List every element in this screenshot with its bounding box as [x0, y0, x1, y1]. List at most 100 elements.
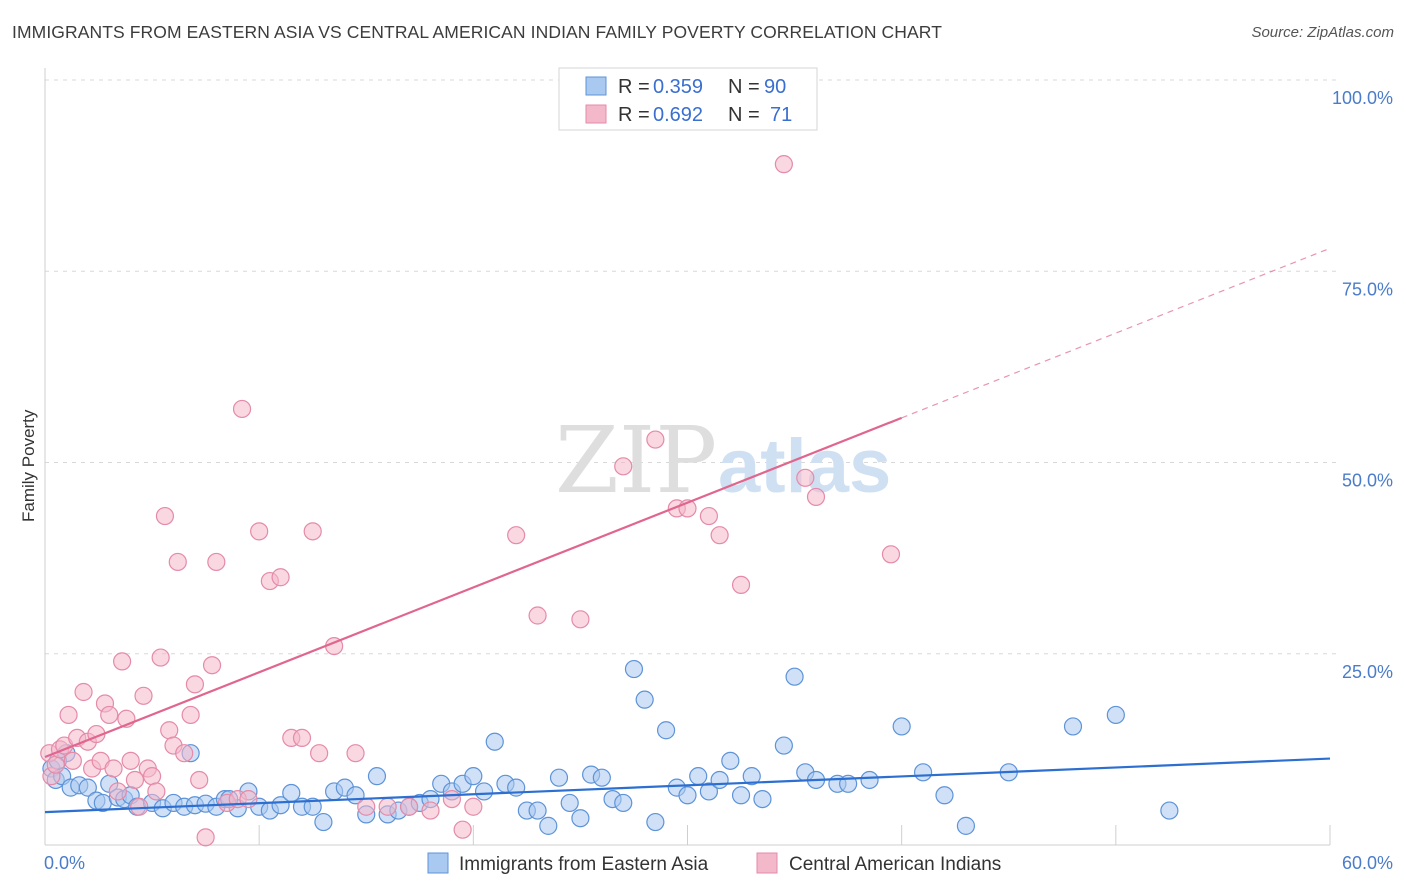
blue-point-84 — [1106, 705, 1125, 725]
pink-point-33 — [185, 675, 205, 694]
y-tick-label-0: 100.0% — [1332, 88, 1393, 108]
pink-point-25 — [147, 782, 166, 801]
pink-point-42 — [250, 522, 269, 541]
legend-n-value-1: 90 — [764, 76, 786, 98]
pink-point-24 — [142, 767, 162, 786]
series-immigrants-eastern-asia — [42, 659, 1179, 835]
blue-point-45 — [485, 732, 504, 751]
pink-point-58 — [507, 526, 526, 545]
pink-point-52 — [378, 797, 397, 816]
pink-point-22 — [134, 686, 153, 705]
blue-point-61 — [656, 721, 676, 740]
blue-point-34 — [367, 767, 387, 786]
pink-point-30 — [168, 552, 187, 572]
x-tick-label-max: 60.0% — [1342, 853, 1393, 873]
pink-point-40 — [232, 399, 252, 419]
blue-point-52 — [560, 793, 579, 813]
pink-point-46 — [292, 728, 312, 748]
trend-line-pink-extension — [901, 247, 1331, 419]
pink-point-34 — [190, 770, 209, 790]
pink-point-36 — [202, 656, 222, 675]
blue-point-28 — [303, 797, 322, 816]
bottom-legend-swatch-pink — [756, 852, 778, 874]
legend-r-label-1: R = — [618, 76, 650, 98]
pink-point-8 — [74, 682, 93, 702]
pink-point-16 — [108, 782, 127, 801]
blue-point-64 — [689, 767, 708, 786]
top-legend: R = 0.359 N = 90 R = 0.692 N = 71 — [558, 67, 818, 131]
trend-line-pink — [44, 416, 903, 759]
blue-point-25 — [271, 796, 290, 815]
legend-n-label-1: N = — [728, 76, 760, 98]
blue-point-67 — [721, 751, 740, 770]
pink-point-14 — [100, 705, 119, 725]
legend-n-value-2: 71 — [770, 104, 792, 126]
pink-point-66 — [710, 526, 729, 545]
bottom-legend-label-blue: Immigrants from Eastern Asia — [459, 854, 709, 875]
legend-n-label-2: N = — [728, 104, 760, 126]
pink-point-56 — [453, 820, 472, 839]
y-axis-label: Family Poverty — [19, 409, 38, 522]
blue-point-60 — [646, 812, 665, 832]
pink-point-15 — [104, 759, 123, 778]
blue-point-51 — [549, 768, 569, 787]
blue-point-63 — [678, 786, 697, 805]
pink-point-28 — [160, 721, 179, 740]
pink-point-53 — [399, 797, 419, 816]
pink-point-17 — [112, 652, 132, 671]
blue-point-79 — [913, 763, 933, 782]
pink-point-19 — [121, 751, 140, 770]
y-tick-label-2: 50.0% — [1342, 471, 1393, 491]
blue-point-65 — [699, 782, 719, 801]
pink-point-61 — [614, 457, 633, 476]
blue-point-85 — [1160, 801, 1179, 820]
pink-point-35 — [196, 828, 215, 847]
chart-title: IMMIGRANTS FROM EASTERN ASIA VS CENTRAL … — [12, 22, 942, 42]
blue-point-71 — [774, 736, 793, 755]
legend-r-value-1: 0.359 — [653, 76, 703, 98]
legend-r-label-2: R = — [618, 104, 650, 126]
y-tick-label-3: 25.0% — [1342, 662, 1393, 682]
pink-point-51 — [357, 797, 376, 816]
axes — [44, 68, 1331, 846]
pink-point-5 — [59, 705, 78, 725]
blue-point-55 — [592, 768, 611, 787]
watermark-atlas: atlas — [718, 424, 891, 509]
y-tick-label-1: 75.0% — [1342, 279, 1393, 299]
pink-point-54 — [421, 801, 440, 820]
pink-point-41 — [239, 789, 258, 809]
tick-labels: 100.0% 75.0% 50.0% 25.0% 0.0% 60.0% — [44, 88, 1393, 873]
legend-swatch-pink — [585, 104, 607, 124]
blue-point-49 — [528, 801, 547, 820]
pink-point-44 — [271, 568, 290, 587]
watermark-zip: ZIP — [555, 407, 717, 514]
blue-point-68 — [731, 786, 751, 805]
pink-point-32 — [181, 705, 200, 725]
legend-swatch-blue — [585, 76, 607, 96]
source-credit: Source: ZipAtlas.com — [1251, 24, 1394, 41]
blue-point-78 — [892, 717, 911, 736]
blue-point-50 — [539, 816, 558, 835]
pink-point-59 — [528, 606, 547, 625]
blue-point-72 — [785, 667, 804, 686]
pink-point-71 — [881, 545, 901, 564]
pink-point-26 — [151, 648, 170, 667]
pink-point-21 — [130, 797, 149, 816]
blue-point-66 — [710, 770, 729, 790]
pink-point-60 — [571, 610, 590, 629]
blue-point-58 — [624, 659, 644, 679]
blue-point-53 — [571, 809, 590, 828]
pink-point-67 — [731, 575, 751, 595]
pink-point-6 — [63, 751, 82, 770]
x-tick-label-min: 0.0% — [44, 853, 85, 873]
blue-point-5 — [78, 778, 97, 797]
pink-point-68 — [774, 155, 793, 174]
pink-point-31 — [175, 744, 194, 763]
pink-point-27 — [155, 506, 175, 526]
blue-point-70 — [753, 789, 772, 809]
legend-r-value-2: 0.692 — [653, 104, 703, 126]
blue-point-59 — [635, 690, 654, 709]
blue-point-29 — [314, 812, 333, 832]
pink-point-37 — [207, 552, 226, 572]
blue-point-57 — [614, 793, 633, 813]
